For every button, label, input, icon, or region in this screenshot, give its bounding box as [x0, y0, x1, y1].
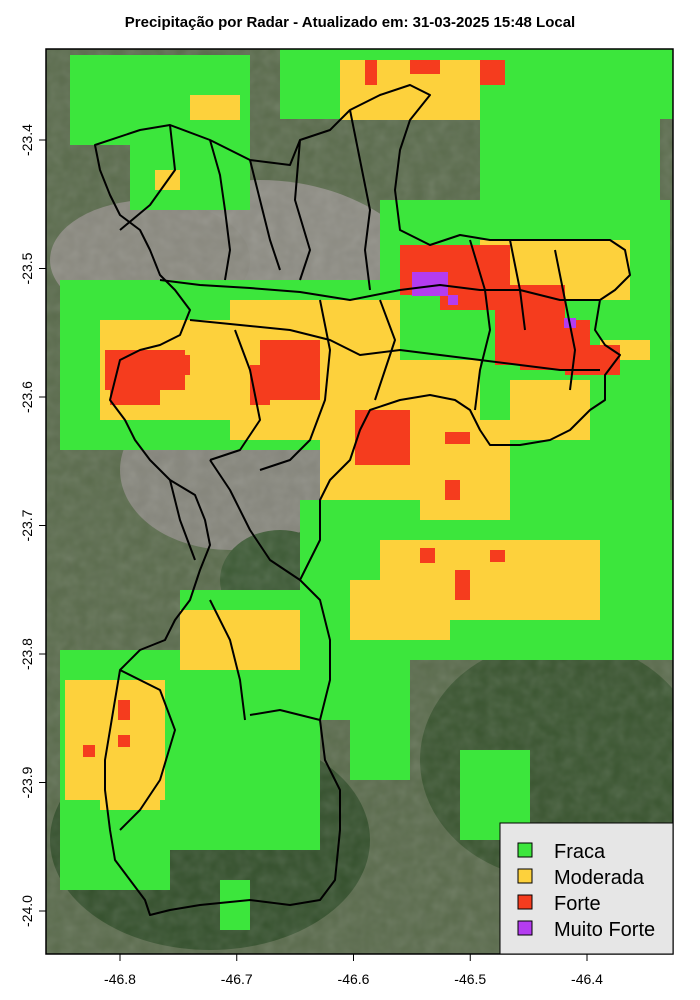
- legend-label-moderada: Moderada: [554, 867, 645, 889]
- plot-area: [46, 49, 673, 954]
- y-tick-label: -24.0: [19, 895, 35, 927]
- legend-swatch-moderada: [517, 868, 533, 884]
- x-tick-label: -46.8: [104, 971, 136, 987]
- district-boundaries: [94, 84, 631, 916]
- legend-label-fraca: Fraca: [554, 841, 606, 863]
- x-tick-label: -46.4: [571, 971, 603, 987]
- legend-swatch-forte: [517, 894, 533, 910]
- legend-label-muito-forte: Muito Forte: [554, 919, 655, 941]
- y-tick-label: -23.6: [19, 381, 35, 413]
- x-tick-label: -46.6: [338, 971, 370, 987]
- y-tick-label: -23.5: [19, 252, 35, 284]
- x-tick-label: -46.5: [454, 971, 486, 987]
- y-tick-label: -23.4: [19, 124, 35, 156]
- x-axis: -46.8 -46.7 -46.6 -46.5 -46.4: [104, 954, 603, 987]
- city-boundary: [94, 84, 631, 916]
- y-axis: -23.4 -23.5 -23.6 -23.7 -23.8 -23.9 -24.0: [19, 124, 46, 927]
- map-title: Precipitação por Radar - Atualizado em: …: [124, 14, 576, 31]
- legend: Fraca Moderada Forte Muito Forte: [499, 822, 674, 955]
- y-tick-label: -23.7: [19, 509, 35, 541]
- x-tick-label: -46.7: [221, 971, 253, 987]
- legend-swatch-fraca: [517, 842, 533, 858]
- y-tick-label: -23.9: [19, 766, 35, 798]
- precip-muito-forte: [412, 272, 576, 328]
- legend-label-forte: Forte: [554, 893, 601, 915]
- legend-swatch-muito-forte: [517, 920, 533, 936]
- y-tick-label: -23.8: [19, 638, 35, 670]
- plot-frame: [45, 48, 674, 955]
